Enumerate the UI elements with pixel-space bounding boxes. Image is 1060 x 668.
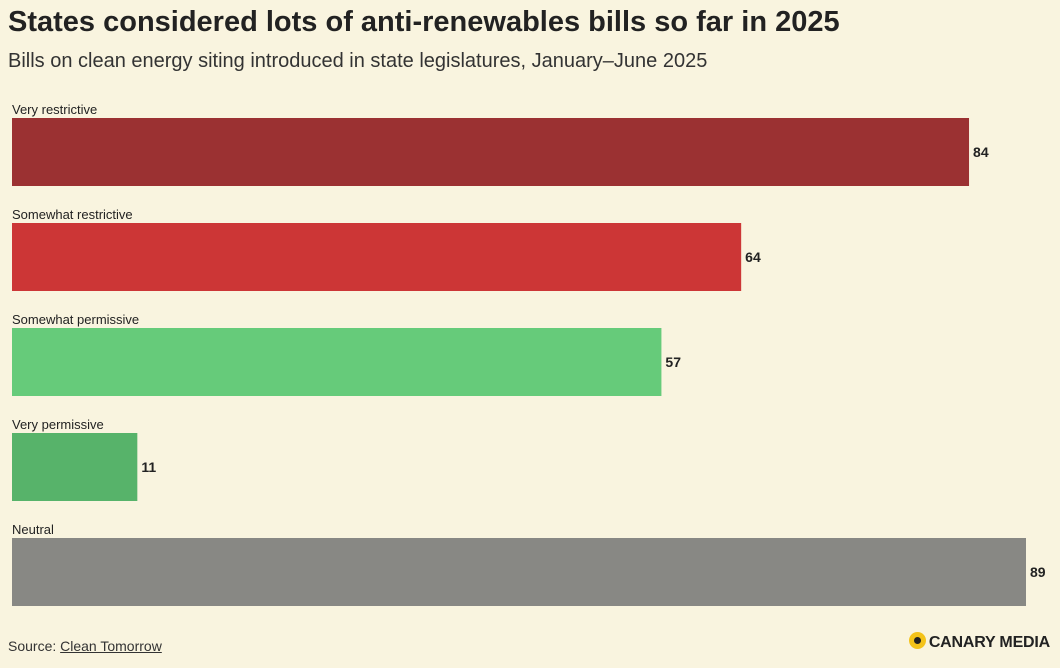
value-label-very-permissive: 11 xyxy=(141,459,156,475)
chart-subtitle: Bills on clean energy siting introduced … xyxy=(8,50,708,72)
bar-neutral[interactable] xyxy=(12,538,1026,606)
category-label-somewhat-permissive: Somewhat permissive xyxy=(12,312,139,327)
logo-text: CANARY MEDIA xyxy=(928,634,1050,651)
category-label-somewhat-restrictive: Somewhat restrictive xyxy=(12,207,133,222)
value-label-neutral: 89 xyxy=(1030,564,1046,580)
category-label-very-permissive: Very permissive xyxy=(12,417,104,432)
bar-very-permissive[interactable] xyxy=(12,433,138,501)
category-label-very-restrictive: Very restrictive xyxy=(12,102,97,117)
bar-chart: Very restrictive 84 Somewhat restrictive 64… xyxy=(12,102,1046,606)
value-label-very-restrictive: 84 xyxy=(973,144,989,160)
category-label-neutral: Neutral xyxy=(12,522,54,537)
canary-logo-icon xyxy=(908,631,926,649)
source-prefix: Source: xyxy=(8,638,61,654)
bar-somewhat-restrictive[interactable] xyxy=(12,223,742,291)
source-link[interactable]: Clean Tomorrow xyxy=(60,638,162,654)
value-label-somewhat-permissive: 57 xyxy=(665,354,681,370)
value-label-somewhat-restrictive: 64 xyxy=(745,249,761,265)
chart-title: States considered lots of anti-renewable… xyxy=(8,6,840,38)
canary-media-logo[interactable]: CANARY MEDIA xyxy=(908,631,1050,652)
source-note: Source: Clean Tomorrow xyxy=(8,638,162,654)
bar-somewhat-permissive[interactable] xyxy=(12,328,662,396)
bar-very-restrictive[interactable] xyxy=(12,118,970,186)
